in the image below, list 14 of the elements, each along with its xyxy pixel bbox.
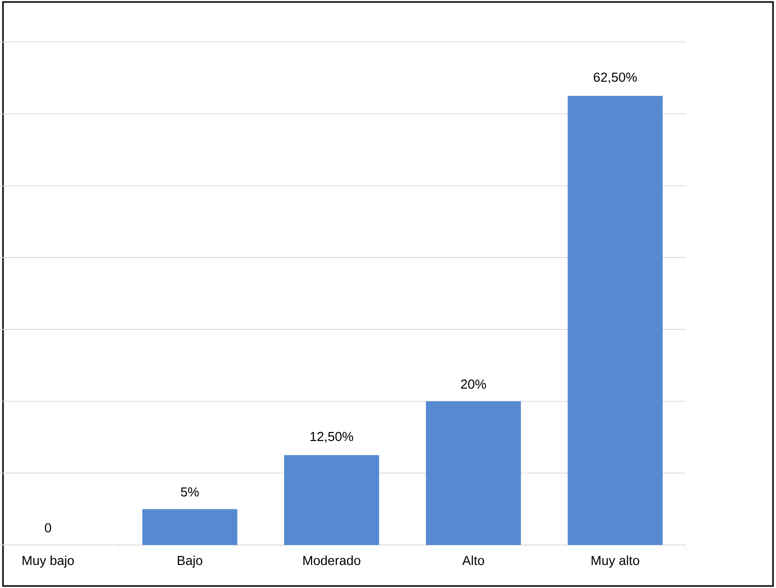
bar — [142, 509, 238, 545]
x-tick-label: Alto — [462, 556, 484, 566]
x-tick-label: Muy bajo — [22, 556, 74, 568]
data-label: 20% — [461, 380, 486, 389]
data-label: 12,50% — [310, 432, 354, 443]
bar — [426, 401, 521, 545]
bar — [568, 96, 663, 545]
bar — [284, 455, 380, 545]
x-tick-label: Bajo — [178, 556, 202, 568]
data-label: 62,50% — [594, 72, 637, 84]
x-tick-label: Moderado — [303, 556, 360, 566]
x-tick-label: Muy alto — [592, 556, 640, 568]
data-label: 0 — [44, 523, 52, 532]
data-label: 5% — [180, 487, 199, 497]
